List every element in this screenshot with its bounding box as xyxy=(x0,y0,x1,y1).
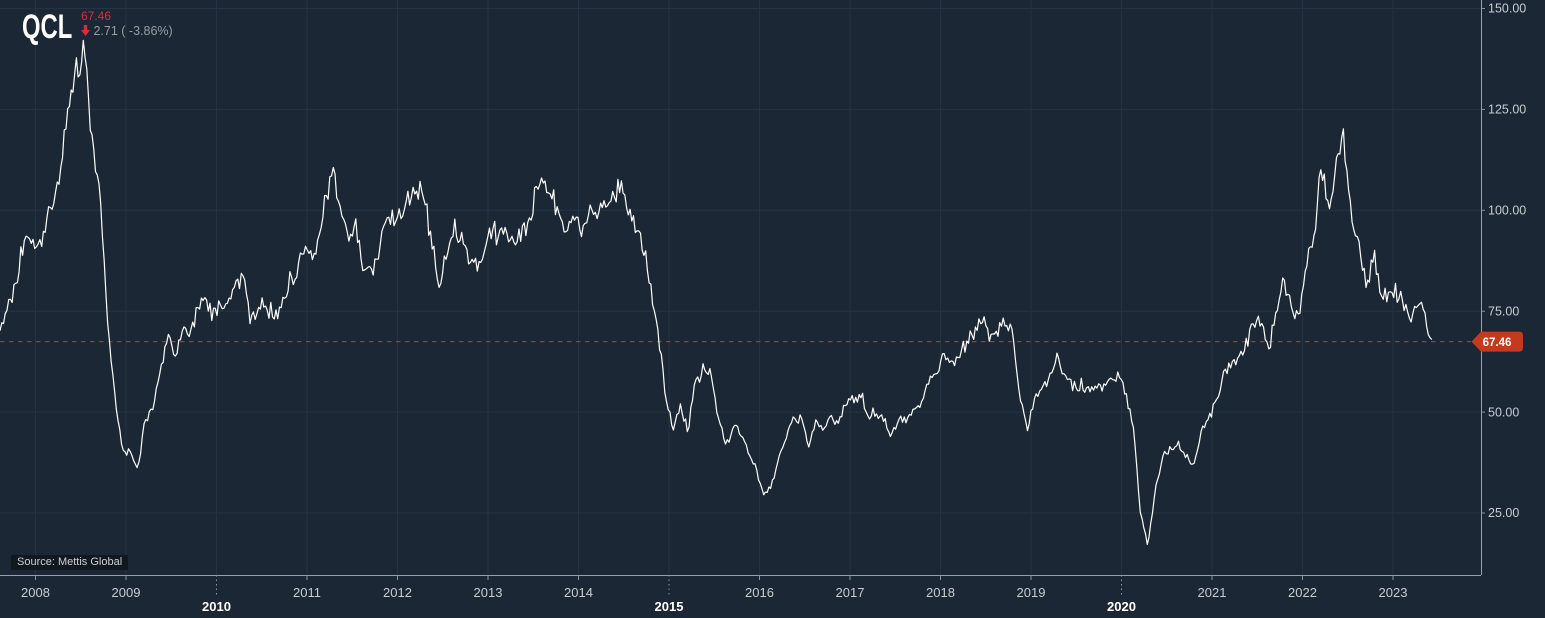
svg-text:150.00: 150.00 xyxy=(1488,2,1526,16)
svg-text:2016: 2016 xyxy=(745,585,774,600)
svg-text:2011: 2011 xyxy=(293,585,321,600)
svg-text:50.00: 50.00 xyxy=(1488,405,1519,419)
svg-text:2012: 2012 xyxy=(383,585,412,600)
svg-text:2013: 2013 xyxy=(474,585,503,600)
svg-text:67.46: 67.46 xyxy=(1483,337,1512,349)
svg-text:125.00: 125.00 xyxy=(1488,103,1526,117)
svg-text:75.00: 75.00 xyxy=(1488,304,1519,318)
svg-text:2008: 2008 xyxy=(21,585,50,600)
svg-text:2009: 2009 xyxy=(112,585,141,600)
svg-text:2023: 2023 xyxy=(1379,585,1408,600)
svg-text:2019: 2019 xyxy=(1017,585,1046,600)
svg-text:2015: 2015 xyxy=(655,599,684,614)
svg-text:2010: 2010 xyxy=(202,599,231,614)
svg-text:2021: 2021 xyxy=(1198,585,1227,600)
svg-text:100.00: 100.00 xyxy=(1488,204,1526,218)
svg-text:2014: 2014 xyxy=(564,585,593,600)
svg-text:2018: 2018 xyxy=(926,585,955,600)
svg-text:25.00: 25.00 xyxy=(1488,506,1519,520)
svg-text:2017: 2017 xyxy=(836,585,865,600)
svg-text:2020: 2020 xyxy=(1107,599,1136,614)
svg-text:2022: 2022 xyxy=(1288,585,1317,600)
